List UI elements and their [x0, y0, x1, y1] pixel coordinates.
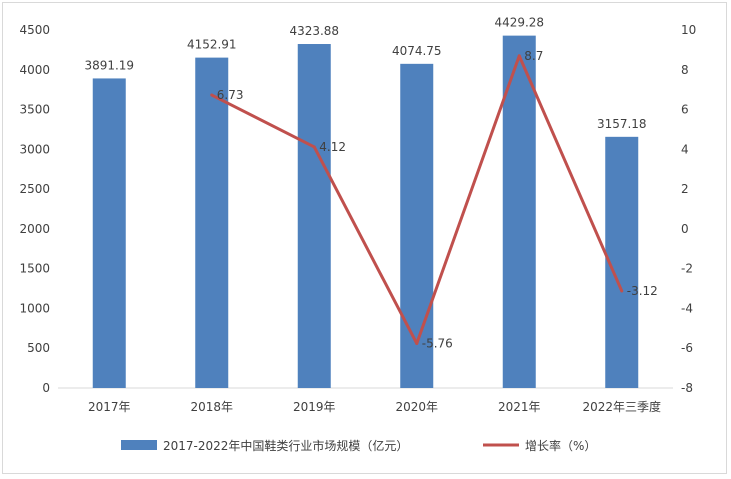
- bar-data-label: 4429.28: [494, 16, 544, 30]
- line-data-label: 6.73: [217, 88, 244, 102]
- y-right-tick-label: 2: [681, 182, 689, 196]
- axes: 0 500 1000 1500 2000 2500 3000 3500 4000 4500 -8 -6…: [19, 23, 696, 414]
- line-point: [415, 341, 419, 345]
- line-data-label: -5.76: [422, 336, 453, 350]
- line-point: [210, 93, 214, 97]
- line-point: [517, 54, 521, 58]
- x-tick-label: 2018年: [190, 400, 233, 414]
- legend-bar-swatch: [121, 440, 157, 450]
- bar-data-label: 4323.88: [289, 24, 339, 38]
- y-left-tick-label: 3500: [19, 103, 50, 117]
- legend-line-label: 增长率（%）: [525, 438, 596, 453]
- line-series: [210, 54, 624, 345]
- line-data-label: 4.12: [319, 140, 346, 154]
- y-left-tick-label: 4500: [19, 23, 50, 37]
- y-left-tick-label: 500: [27, 341, 50, 355]
- line-point: [312, 145, 316, 149]
- y-left-tick-label: 0: [42, 381, 50, 395]
- legend: 2017-2022年中国鞋类行业市场规模（亿元） 增长率（%）: [121, 438, 596, 453]
- y-left-tick-label: 3000: [19, 142, 50, 156]
- y-right-tick-label: -2: [681, 262, 693, 276]
- y-left-tick-label: 1500: [19, 262, 50, 276]
- line-data-label: 8.7: [524, 49, 543, 63]
- bar: [195, 57, 229, 388]
- y-right-tick-label: -8: [681, 381, 693, 395]
- y-right-tick-label: -4: [681, 301, 693, 315]
- legend-bar-label: 2017-2022年中国鞋类行业市场规模（亿元）: [163, 438, 408, 453]
- y-right-tick-label: 0: [681, 222, 689, 236]
- line-point: [620, 289, 624, 293]
- bar-data-label: 4074.75: [392, 44, 442, 58]
- y-right-tick-label: 8: [681, 63, 689, 77]
- x-tick-label: 2020年: [395, 400, 438, 414]
- bar-data-label: 4152.91: [187, 38, 237, 52]
- y-right-tick-label: -6: [681, 341, 693, 355]
- line-data-label: -3.12: [627, 284, 658, 298]
- bar: [297, 44, 331, 389]
- x-tick-label: 2022年三季度: [582, 399, 661, 414]
- bar: [502, 35, 536, 389]
- chart-frame: 0 500 1000 1500 2000 2500 3000 3500 4000 4500 -8 -6…: [2, 2, 727, 474]
- y-left-tick-label: 1000: [19, 301, 50, 315]
- combo-chart: 0 500 1000 1500 2000 2500 3000 3500 4000 4500 -8 -6…: [19, 16, 696, 453]
- y-right-tick-label: 10: [681, 23, 696, 37]
- data-labels: 3891.19 4152.91 4323.88 4074.75 4429.28 3157.…: [84, 16, 657, 351]
- y-right-tick-label: 6: [681, 103, 689, 117]
- bar: [400, 63, 434, 389]
- y-left-tick-label: 4000: [19, 63, 50, 77]
- bar-data-label: 3891.19: [84, 58, 134, 72]
- bar-series: [92, 35, 639, 389]
- y-left-tick-label: 2000: [19, 222, 50, 236]
- x-tick-label: 2017年: [88, 400, 131, 414]
- x-tick-label: 2021年: [498, 400, 541, 414]
- y-right-tick-label: 4: [681, 142, 689, 156]
- y-left-tick-label: 2500: [19, 182, 50, 196]
- bar-data-label: 3157.18: [597, 117, 647, 131]
- bar: [92, 78, 126, 389]
- x-tick-label: 2019年: [293, 400, 336, 414]
